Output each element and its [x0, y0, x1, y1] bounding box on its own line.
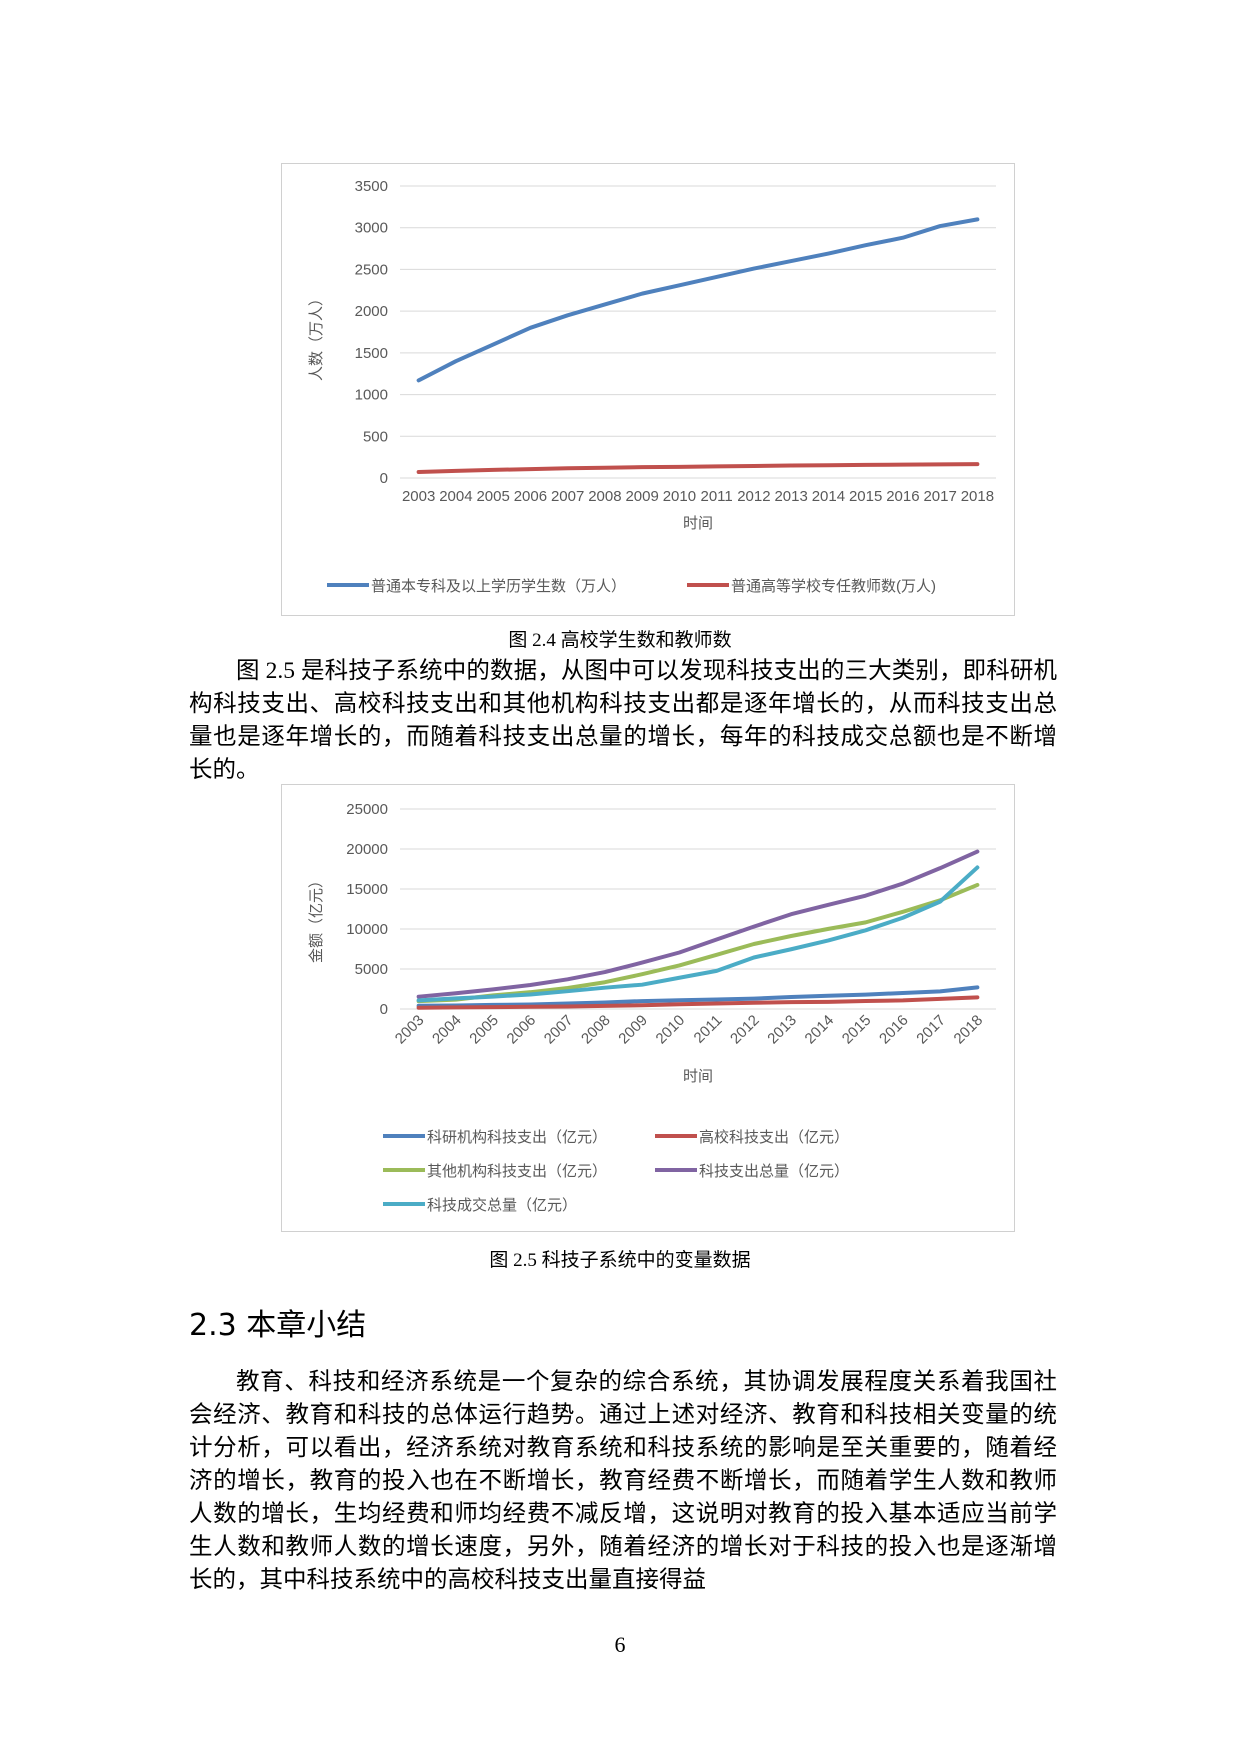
legend-label: 科技成交总量（亿元） [427, 1196, 577, 1214]
series-line [416, 217, 980, 383]
x-tick-label: 2007 [541, 1012, 577, 1048]
x-axis-label: 时间 [683, 515, 713, 532]
x-tick-label: 2018 [951, 1012, 987, 1048]
y-tick-label: 3000 [355, 220, 388, 237]
x-tick-label: 2014 [812, 488, 845, 505]
chart: 0 500 1000 1500 2000 2500 3000 3500 2003 2004 2005… [308, 178, 996, 595]
x-tick-label: 2004 [429, 1012, 465, 1048]
x-tick-label: 2009 [625, 488, 658, 505]
page-number: 6 [614, 1632, 626, 1657]
y-tick-label: 2500 [355, 261, 388, 278]
x-tick-label: 2012 [737, 488, 770, 505]
x-tick-label: 2006 [504, 1012, 540, 1048]
y-tick-label: 25000 [346, 801, 388, 818]
series-line [416, 985, 980, 1008]
x-tick-label: 2008 [578, 1012, 614, 1048]
y-axis-label: 人数（万人） [308, 291, 325, 381]
y-tick-label: 1000 [355, 387, 388, 404]
x-tick-label: 2003 [392, 1012, 428, 1048]
x-tick-label: 2013 [764, 1012, 800, 1048]
legend-label: 高校科技支出（亿元） [699, 1129, 849, 1146]
y-tick-label: 10000 [346, 921, 388, 938]
series-line [416, 882, 980, 1004]
legend-label: 普通本专科及以上学历学生数（万人） [371, 578, 626, 595]
y-tick-label: 5000 [355, 961, 388, 978]
x-tick-label: 2014 [802, 1012, 838, 1048]
x-tick-label: 2007 [551, 488, 584, 505]
x-tick-label: 2008 [588, 488, 621, 505]
y-tick-label: 500 [363, 428, 388, 445]
x-tick-label: 2015 [839, 1012, 875, 1048]
paragraph: 教育、科技和经济系统是一个复杂的综合系统，其协调发展程度关系着我国社会经济、教育… [189, 1369, 1057, 1593]
series-line [416, 865, 980, 1003]
series-line [416, 995, 980, 1010]
x-tick-label: 2017 [913, 1012, 949, 1048]
y-tick-label: 0 [380, 470, 388, 487]
chart-box: 0 5000 10000 15000 20000 25000 2003 2004 2005 200… [281, 784, 1015, 1232]
x-tick-label: 2004 [439, 488, 472, 505]
x-tick-label: 2011 [691, 1012, 726, 1047]
legend-label: 科研机构科技支出（亿元） [427, 1129, 607, 1146]
x-tick-label: 2018 [961, 488, 994, 505]
x-tick-label: 2006 [514, 488, 547, 505]
y-tick-label: 3500 [355, 178, 388, 195]
y-tick-label: 20000 [346, 841, 388, 858]
y-tick-label: 15000 [346, 881, 388, 898]
x-tick-label: 2005 [476, 488, 509, 505]
x-tick-label: 2011 [700, 488, 732, 505]
y-axis-label: 金额（亿元） [308, 873, 325, 963]
series-line [416, 462, 980, 474]
legend-label: 科技支出总量（亿元） [699, 1163, 849, 1180]
x-tick-label: 2017 [923, 488, 956, 505]
x-axis-label: 时间 [683, 1068, 713, 1085]
x-tick-label: 2015 [849, 488, 882, 505]
series-line [416, 849, 980, 999]
caption: 图 2.5 科技子系统中的变量数据 [489, 1250, 751, 1271]
section-heading: 2.3 本章小结 [189, 1308, 367, 1343]
x-tick-label: 2012 [727, 1012, 763, 1048]
y-tick-label: 2000 [355, 303, 388, 320]
legend-label: 普通高等学校专任教师数(万人) [731, 577, 936, 595]
x-tick-label: 2005 [466, 1012, 502, 1048]
x-tick-label: 2010 [663, 488, 696, 505]
x-tick-label: 2013 [774, 488, 807, 505]
legend-label: 其他机构科技支出（亿元） [427, 1163, 607, 1180]
paragraph: 图 2.5 是科技子系统中的数据，从图中可以发现科技支出的三大类别，即科研机构科… [189, 658, 1057, 783]
x-tick-label: 2016 [876, 1012, 912, 1048]
chart-box: 0 500 1000 1500 2000 2500 3000 3500 2003 2004 2005… [281, 163, 1015, 616]
x-tick-label: 2010 [653, 1012, 689, 1048]
x-tick-label: 2009 [615, 1012, 651, 1048]
x-tick-label: 2016 [886, 488, 919, 505]
x-tick-label: 2003 [402, 488, 435, 505]
caption: 图 2.4 高校学生数和教师数 [508, 630, 732, 651]
y-tick-label: 1500 [355, 345, 388, 362]
y-tick-label: 0 [380, 1001, 388, 1018]
